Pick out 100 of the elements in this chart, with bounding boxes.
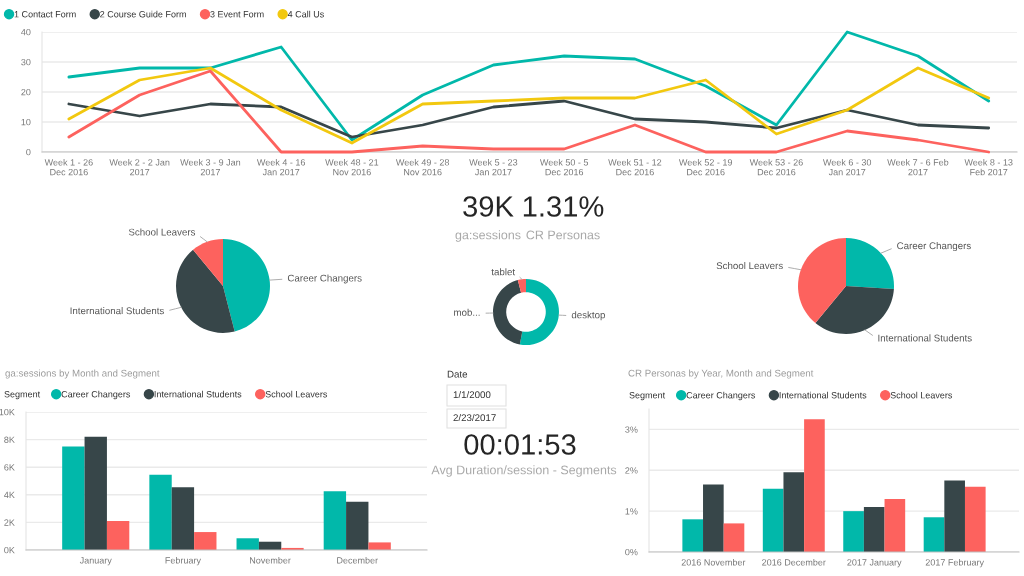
bar [171, 487, 195, 550]
y-tick-label: 10 [21, 118, 31, 126]
x-tick-label: Week 6 - 30 Jan 2017 [822, 158, 872, 176]
chart-title: ga:sessions by Month and Segment [5, 369, 160, 379]
bar [783, 472, 805, 552]
pie-slice [176, 249, 235, 333]
x-tick-label: Week 53 - 26 Dec 2016 [749, 158, 803, 176]
bar [323, 491, 347, 550]
bar [346, 501, 369, 550]
slice-label: School Leavers [716, 261, 783, 270]
legend-title: Segment [629, 392, 666, 401]
x-tick-label: Week 8 - 13 Feb 2017 [964, 158, 1013, 176]
slice-label: International Students [878, 334, 972, 342]
legend-label: International Students [154, 390, 242, 398]
slice-label: Career Changers [897, 242, 971, 252]
y-tick-label: 8K [4, 436, 15, 443]
text: ga:sessions [455, 230, 521, 242]
bar [106, 521, 130, 550]
bar [944, 480, 965, 552]
x-tick-label: Week 2 - 2 Jan 2017 [109, 158, 170, 176]
x-tick-label: Week 48 - 21 Nov 2016 [325, 158, 379, 176]
bar [843, 511, 864, 552]
y-tick-label: 6K [4, 464, 15, 471]
slice-label: mob... [454, 308, 480, 316]
x-tick-label: Week 50 - 5 Dec 2016 [539, 158, 589, 176]
x-tick-label: February [165, 556, 201, 566]
y-tick-label: 3% [625, 426, 638, 433]
x-tick-label: January [79, 557, 112, 566]
bar [682, 519, 704, 552]
pie-slice [193, 239, 223, 286]
bar [964, 486, 986, 552]
x-tick-label: November [250, 556, 291, 564]
bar [368, 542, 391, 550]
y-tick-label: 10K [0, 408, 15, 416]
pie-slice [815, 286, 894, 334]
x-tick-label: Week 52 - 19 Dec 2016 [678, 158, 733, 176]
text: 39K [463, 196, 514, 217]
legend-label: 2 Course Guide Form [100, 10, 186, 18]
legend-label: International Students [779, 391, 867, 399]
legend-title: Segment [4, 391, 41, 400]
y-tick-label: 1% [625, 508, 638, 515]
donut-slice [517, 279, 526, 293]
bar [723, 523, 745, 552]
chart-title: CR Personas by Year, Month and Segment [628, 369, 814, 379]
x-tick-label: 2016 November [681, 558, 746, 566]
x-tick-label: 2017 January [847, 559, 902, 568]
bar [703, 484, 724, 552]
text: 00:01:53 [464, 434, 576, 455]
legend-label: School Leavers [890, 391, 953, 399]
donut-slice [493, 280, 523, 345]
x-tick-label: 2017 February [925, 558, 984, 568]
pie-slice [798, 238, 846, 323]
legend-label: School Leavers [265, 390, 328, 398]
bar [62, 446, 85, 550]
y-tick-label: 2K [4, 519, 15, 526]
x-tick-label: Week 5 - 23 Jan 2017 [469, 158, 518, 176]
legend-label: 1 Contact Form [14, 11, 76, 18]
y-tick-label: 0K [4, 546, 15, 554]
text: Date [447, 370, 468, 378]
pie-slice [223, 239, 270, 332]
bar [884, 498, 906, 552]
bar [84, 436, 107, 550]
y-tick-label: 40 [21, 28, 31, 36]
x-tick-label: Week 51 - 12 Dec 2016 [608, 158, 662, 176]
legend-label: Career Changers [686, 391, 756, 401]
x-tick-label: Week 3 - 9 Jan 2017 [180, 158, 241, 176]
x-tick-label: 2016 December [762, 558, 826, 566]
slice-label: School Leavers [128, 228, 196, 236]
y-tick-label: 2% [625, 467, 638, 474]
line-series [67, 99, 991, 139]
y-tick-label: 30 [21, 58, 31, 66]
x-tick-label: December [337, 556, 378, 564]
bar [762, 488, 784, 552]
x-tick-label: Week 7 - 6 Feb 2017 [887, 158, 949, 176]
slice-label: Career Changers [287, 274, 362, 284]
bar [923, 517, 945, 552]
y-tick-label: 0 [26, 148, 31, 156]
y-tick-label: 4K [4, 491, 15, 499]
text: 2/23/2017 [453, 413, 496, 422]
slice-label: desktop [571, 311, 606, 321]
x-tick-label: Week 4 - 16 Jan 2017 [256, 158, 306, 176]
text: 1.31% [523, 196, 604, 217]
bar [804, 419, 825, 552]
donut-slice [519, 279, 559, 345]
pie-slice [846, 238, 894, 290]
x-tick-label: Week 1 - 26 Dec 2016 [44, 158, 93, 176]
bar [194, 532, 217, 550]
slice-label: International Students [70, 307, 164, 315]
legend-label: 4 Call Us [287, 10, 324, 18]
y-tick-label: 0% [625, 548, 638, 556]
text: Avg Duration/session - Segments [431, 465, 617, 477]
line-series [67, 30, 991, 142]
bar [236, 538, 259, 550]
y-tick-label: 20 [21, 88, 31, 96]
legend-label: 3 Event Form [210, 11, 264, 18]
text: 1/1/2000 [453, 390, 491, 399]
x-tick-label: Week 49 - 28 Nov 2016 [395, 158, 450, 176]
legend-label: Career Changers [61, 390, 131, 400]
bar [863, 507, 885, 552]
slice-label: tablet [491, 268, 516, 276]
